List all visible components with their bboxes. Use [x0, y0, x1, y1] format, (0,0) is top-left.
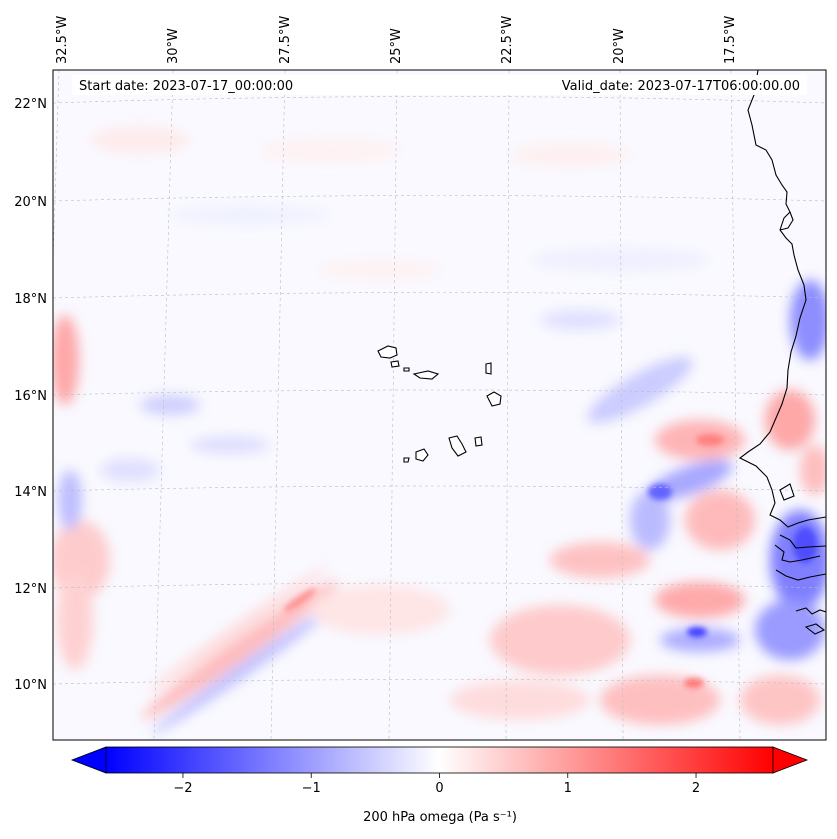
colorbar-ticks: −2 −1 0 1 2	[173, 773, 700, 796]
island-boa-vista	[486, 391, 502, 407]
lon-label-22-5w: 22.5°W	[500, 16, 515, 64]
island-sao-nicolau	[412, 370, 440, 380]
lon-label-30w: 30°W	[166, 28, 181, 64]
island-santiago	[448, 435, 467, 457]
island-fogo	[415, 448, 429, 462]
colorbar-tick-label: 2	[692, 781, 700, 796]
map-panel: Start date: 2023-07-17_00:00:00 Valid_da…	[52, 69, 827, 741]
colorbar-extend-high	[772, 746, 809, 774]
lat-label-12n: 12°N	[14, 582, 47, 597]
lon-label-32-5w: 32.5°W	[55, 16, 70, 64]
coastline	[738, 70, 826, 635]
omega-field	[53, 126, 826, 734]
colorbar-body	[105, 746, 774, 774]
island-sao-vicente	[390, 360, 400, 368]
lon-label-20w: 20°W	[612, 28, 627, 64]
longitude-labels: 32.5°W 30°W 27.5°W 25°W 22.5°W 20°W 17.5…	[55, 16, 738, 64]
island-santo-antao	[377, 345, 398, 359]
colorbar-extend-low	[70, 746, 107, 774]
valid-date-label: Valid_date: 2023-07-17T06:00:00.00	[562, 79, 800, 94]
lat-label-10n: 10°N	[14, 678, 47, 693]
start-date-label: Start date: 2023-07-17_00:00:00	[79, 79, 293, 94]
colorbar-tick-label: −2	[173, 781, 192, 796]
colorbar-tick-label: 1	[564, 781, 572, 796]
gridlines	[53, 70, 826, 740]
colorbar-label: 200 hPa omega (Pa s⁻¹)	[363, 810, 517, 825]
island-sal	[485, 362, 492, 375]
lon-label-27-5w: 27.5°W	[278, 16, 293, 64]
island-maio	[474, 436, 483, 447]
cape-verde-islands	[377, 345, 502, 463]
colorbar-tick-label: −1	[302, 781, 321, 796]
colorbar: −2 −1 0 1 2 200 hPa omega (Pa s⁻¹)	[70, 746, 809, 825]
lon-label-25w: 25°W	[389, 28, 404, 64]
island-brava	[403, 457, 410, 463]
lat-label-20n: 20°N	[14, 195, 47, 210]
map-frame	[52, 69, 827, 741]
date-banner	[72, 75, 807, 95]
lat-label-22n: 22°N	[14, 97, 47, 112]
island-santa-luzia	[403, 367, 410, 372]
lon-label-17-5w: 17.5°W	[723, 16, 738, 64]
latitude-labels: 22°N 20°N 18°N 16°N 14°N 12°N 10°N	[14, 97, 47, 693]
lat-label-16n: 16°N	[14, 389, 47, 404]
colorbar-tick-label: 0	[435, 781, 443, 796]
lat-label-14n: 14°N	[14, 485, 47, 500]
lat-label-18n: 18°N	[14, 292, 47, 307]
